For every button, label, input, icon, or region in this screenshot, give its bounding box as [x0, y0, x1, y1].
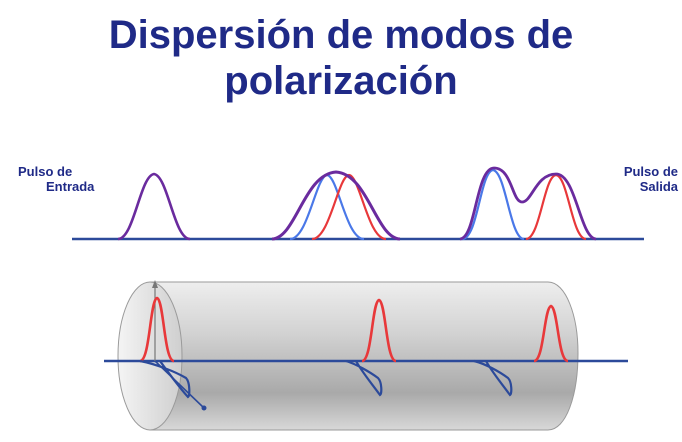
- exit-blue-pulse: [473, 359, 513, 397]
- title-line-1: Dispersión de modos de: [108, 13, 574, 57]
- input-pulse: [117, 172, 191, 241]
- vertical-axis-arrowhead: [152, 280, 158, 288]
- entry-blue-pulse: [139, 359, 191, 399]
- fiber-end-cap: [117, 281, 183, 431]
- output-pulse-label: Pulso de Salida: [600, 164, 678, 194]
- slide-title: Dispersión de modos de polarización: [0, 12, 682, 104]
- middle-blue-pulse: [345, 359, 383, 397]
- axis-end-dot: [201, 405, 207, 411]
- entry-red-pulse: [139, 296, 175, 363]
- title-line-2: polarización: [224, 59, 458, 103]
- input-pulse-label: Pulso de Entrada: [18, 164, 94, 194]
- middle-combined-pulse: [271, 170, 401, 241]
- middle-red-pulse: [361, 298, 397, 363]
- fiber-section: [104, 280, 628, 431]
- top-pulse-row: [72, 166, 644, 241]
- output-label-line-1: Pulso de: [623, 164, 678, 179]
- input-label-line-2: Entrada: [46, 179, 95, 194]
- input-label-line-1: Pulso de: [18, 164, 73, 179]
- middle-red-mode: [311, 173, 387, 241]
- fiber-body: [149, 281, 579, 431]
- right-blue-mode: [461, 168, 525, 241]
- horizontal-polarization-axis: [154, 360, 205, 409]
- output-label-line-2: Salida: [639, 179, 678, 194]
- exit-red-pulse: [533, 304, 569, 363]
- right-combined-pulse: [459, 166, 597, 241]
